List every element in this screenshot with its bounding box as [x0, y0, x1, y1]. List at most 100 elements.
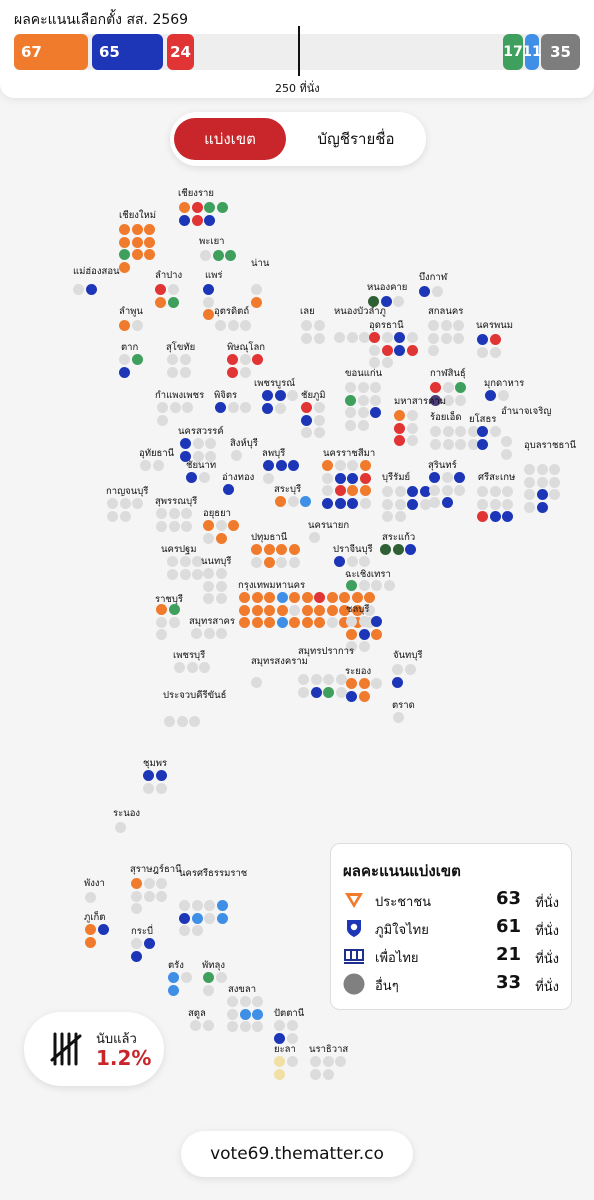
- seat-dot[interactable]: [155, 296, 166, 308]
- seat-dot[interactable]: [442, 382, 454, 393]
- seat-dot[interactable]: [382, 498, 393, 510]
- seat-dot[interactable]: [263, 460, 274, 471]
- seat-dot[interactable]: [182, 402, 193, 413]
- seat-dot[interactable]: [298, 674, 309, 685]
- seat-dot[interactable]: [313, 427, 325, 438]
- seat-dot[interactable]: [174, 662, 185, 673]
- seat-dot[interactable]: [394, 332, 405, 343]
- seat-dot[interactable]: [215, 320, 226, 331]
- seat-dot[interactable]: [536, 501, 548, 513]
- seat-dot[interactable]: [359, 556, 370, 567]
- seat-dot[interactable]: [274, 1056, 285, 1067]
- seat-dot[interactable]: [357, 419, 369, 431]
- seat-dot[interactable]: [227, 402, 239, 413]
- seat-dot[interactable]: [322, 485, 333, 496]
- seat-dot[interactable]: [227, 996, 238, 1007]
- seat-dot[interactable]: [364, 592, 375, 603]
- seat-dot[interactable]: [192, 450, 204, 462]
- seat-dot[interactable]: [204, 202, 215, 213]
- seat-dot[interactable]: [203, 580, 214, 592]
- seat-dot[interactable]: [428, 320, 439, 331]
- seat-dot[interactable]: [156, 508, 167, 519]
- seat-dot[interactable]: [190, 1020, 201, 1031]
- seat-dot[interactable]: [502, 486, 513, 497]
- seat-dot[interactable]: [359, 460, 371, 471]
- seat-dot[interactable]: [240, 402, 251, 413]
- seat-dot[interactable]: [203, 593, 214, 604]
- seat-dot[interactable]: [346, 641, 357, 652]
- seat-dot[interactable]: [440, 332, 452, 344]
- seat-dot[interactable]: [156, 629, 167, 640]
- seat-dot[interactable]: [441, 484, 453, 496]
- seat-dot[interactable]: [404, 664, 416, 675]
- seat-dot[interactable]: [203, 309, 214, 320]
- seat-dot[interactable]: [144, 249, 155, 260]
- seat-dot[interactable]: [310, 674, 322, 685]
- seat-dot[interactable]: [180, 438, 191, 449]
- seat-dot[interactable]: [405, 544, 416, 555]
- seat-dot[interactable]: [489, 486, 501, 497]
- seat-dot[interactable]: [168, 616, 180, 628]
- seat-dot[interactable]: [85, 892, 96, 903]
- seat-dot[interactable]: [274, 1068, 285, 1080]
- seat-dot[interactable]: [392, 544, 404, 555]
- seat-dot[interactable]: [477, 334, 488, 345]
- seat-dot[interactable]: [276, 544, 287, 555]
- seat-dot[interactable]: [119, 224, 130, 235]
- seat-dot[interactable]: [186, 472, 197, 483]
- seat-dot[interactable]: [347, 485, 358, 496]
- seat-dot[interactable]: [524, 464, 535, 475]
- seat-dot[interactable]: [536, 476, 548, 488]
- seat-dot[interactable]: [157, 402, 168, 413]
- seat-dot[interactable]: [227, 1021, 238, 1032]
- seat-dot[interactable]: [358, 678, 370, 689]
- seat-dot[interactable]: [455, 438, 466, 450]
- seat-dot[interactable]: [310, 1056, 321, 1067]
- seat-dot[interactable]: [369, 357, 380, 368]
- seat-dot[interactable]: [351, 604, 363, 616]
- seat-dot[interactable]: [119, 261, 130, 273]
- seat-dot[interactable]: [358, 580, 370, 591]
- seat-dot[interactable]: [119, 249, 130, 260]
- seat-dot[interactable]: [289, 617, 300, 628]
- seat-dot[interactable]: [428, 332, 439, 344]
- seat-dot[interactable]: [119, 236, 130, 248]
- seat-dot[interactable]: [276, 556, 287, 568]
- seat-dot[interactable]: [143, 890, 155, 902]
- seat-dot[interactable]: [274, 1032, 285, 1044]
- seat-dot[interactable]: [85, 924, 96, 935]
- seat-dot[interactable]: [216, 912, 228, 924]
- seat-dot[interactable]: [419, 286, 430, 297]
- seat-dot[interactable]: [453, 332, 464, 344]
- seat-dot[interactable]: [115, 822, 126, 833]
- seat-dot[interactable]: [322, 1056, 334, 1067]
- seat-dot[interactable]: [549, 476, 560, 488]
- seat-dot[interactable]: [180, 972, 192, 983]
- seat-dot[interactable]: [370, 382, 381, 393]
- seat-dot[interactable]: [489, 511, 501, 522]
- seat-dot[interactable]: [394, 435, 405, 446]
- seat-dot[interactable]: [167, 568, 178, 580]
- seat-dot[interactable]: [394, 422, 405, 434]
- seat-dot[interactable]: [167, 354, 178, 365]
- seat-dot[interactable]: [429, 472, 440, 483]
- seat-dot[interactable]: [180, 450, 191, 462]
- seat-dot[interactable]: [205, 438, 216, 449]
- seat-dot[interactable]: [406, 422, 418, 434]
- seat-dot[interactable]: [313, 320, 325, 331]
- seat-dot[interactable]: [179, 214, 190, 226]
- seat-dot[interactable]: [179, 354, 191, 365]
- seat-dot[interactable]: [314, 617, 325, 628]
- seat-dot[interactable]: [274, 402, 286, 414]
- seat-dot[interactable]: [143, 878, 155, 889]
- seat-dot[interactable]: [203, 568, 214, 579]
- seat-dot[interactable]: [264, 617, 275, 628]
- seat-dot[interactable]: [276, 604, 288, 616]
- seat-dot[interactable]: [131, 938, 142, 949]
- seat-dot[interactable]: [239, 366, 251, 378]
- seat-dot[interactable]: [131, 354, 143, 365]
- seat-dot[interactable]: [192, 556, 203, 567]
- seat-dot[interactable]: [143, 938, 155, 949]
- seat-dot[interactable]: [212, 250, 224, 261]
- seat-dot[interactable]: [140, 460, 151, 471]
